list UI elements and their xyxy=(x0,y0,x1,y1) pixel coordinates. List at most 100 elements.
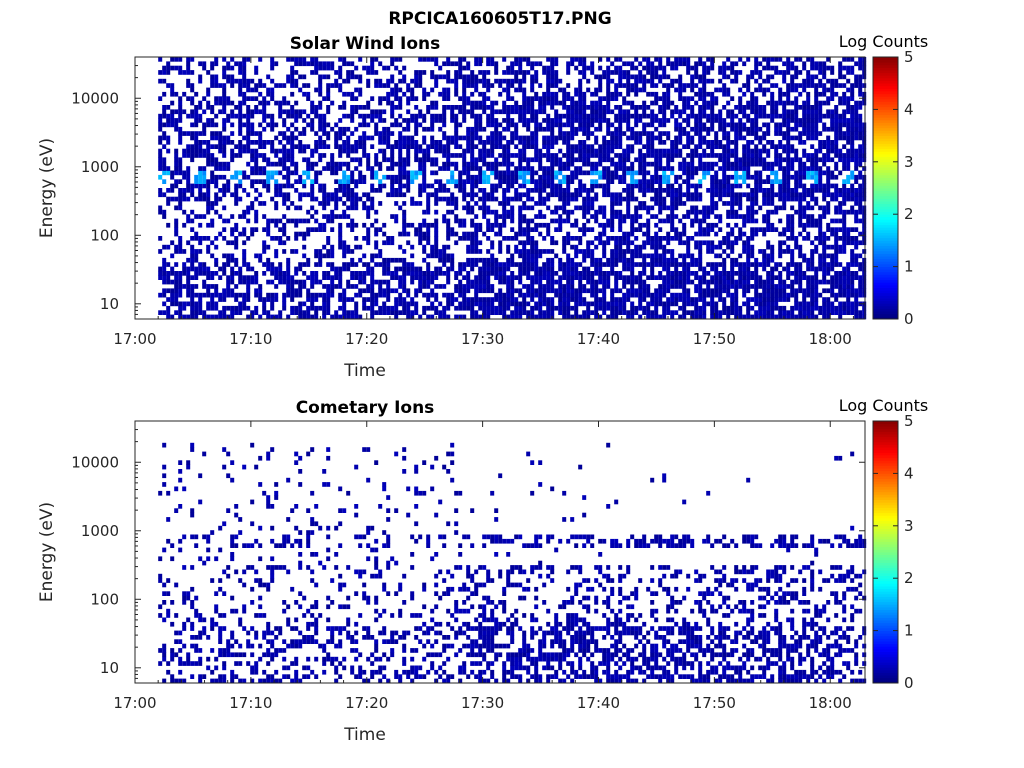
spectrogram-cell xyxy=(554,271,559,276)
spectrogram-cell xyxy=(334,188,339,193)
spectrogram-cell xyxy=(538,196,543,202)
spectrogram-cell xyxy=(494,257,499,263)
spectrogram-cell xyxy=(470,257,475,263)
spectrogram-cell xyxy=(570,297,575,302)
spectrogram-cell xyxy=(650,257,655,263)
spectrogram-cell xyxy=(282,100,287,106)
spectrogram-cell xyxy=(374,244,379,250)
spectrogram-cell xyxy=(674,57,679,62)
spectrogram-cell xyxy=(326,218,331,224)
spectrogram-cell xyxy=(554,135,559,141)
spectrogram-cell xyxy=(402,135,407,141)
spectrogram-cell xyxy=(406,170,411,176)
spectrogram-cell xyxy=(670,153,675,158)
spectrogram-cell xyxy=(394,105,399,110)
spectrogram-cell xyxy=(706,262,711,267)
spectrogram-cell xyxy=(378,288,383,294)
spectrogram-cell xyxy=(566,113,571,119)
spectrogram-cell xyxy=(630,257,635,263)
spectrogram-cell xyxy=(330,314,335,320)
spectrogram-cell xyxy=(210,118,215,123)
spectrogram-cell xyxy=(198,249,203,254)
spectrogram-cell xyxy=(698,244,703,250)
spectrogram-cell xyxy=(434,157,439,163)
spectrogram-cell xyxy=(630,135,635,141)
spectrogram-cell xyxy=(462,297,467,302)
spectrogram-cell xyxy=(246,209,251,215)
spectrogram-cell xyxy=(682,284,687,289)
spectrogram-cell xyxy=(466,109,471,115)
spectrogram-cell xyxy=(654,222,659,228)
spectrogram-cell xyxy=(726,292,731,298)
spectrogram-cell xyxy=(298,140,303,145)
spectrogram-cell xyxy=(522,57,527,62)
spectrogram-cell xyxy=(430,271,435,276)
spectrogram-cell xyxy=(714,301,719,307)
spectrogram-cell xyxy=(362,301,367,307)
spectrogram-cell xyxy=(178,314,183,320)
spectrogram-cell xyxy=(690,83,695,88)
spectrogram-cell xyxy=(178,196,183,202)
spectrogram-cell xyxy=(706,91,711,97)
spectrogram-cell xyxy=(554,227,559,232)
spectrogram-cell xyxy=(250,183,255,189)
spectrogram-cell xyxy=(690,157,695,163)
spectrogram-cell xyxy=(606,83,611,88)
spectrogram-cell xyxy=(274,218,279,224)
spectrogram-cell xyxy=(658,218,663,224)
spectrogram-cell xyxy=(358,144,363,149)
spectrogram-cell xyxy=(266,262,271,267)
spectrogram-cell xyxy=(274,161,279,167)
spectrogram-cell xyxy=(234,61,239,67)
spectrogram-cell xyxy=(298,262,303,267)
spectrogram-cell xyxy=(630,161,635,167)
spectrogram-cell xyxy=(542,109,547,115)
spectrogram-cell xyxy=(506,288,511,294)
spectrogram-cell xyxy=(550,166,555,171)
spectrogram-cell xyxy=(342,314,347,320)
spectrogram-cell xyxy=(666,297,671,302)
spectrogram-cell xyxy=(414,105,419,110)
spectrogram-cell xyxy=(614,161,619,167)
spectrogram-cell xyxy=(606,96,611,101)
spectrogram-cell xyxy=(246,279,251,285)
spectrogram-cell xyxy=(498,170,503,176)
spectrogram-cell xyxy=(582,57,587,62)
spectrogram-cell xyxy=(390,271,395,276)
spectrogram-cell xyxy=(698,118,703,123)
spectrogram-cell xyxy=(314,249,319,254)
spectrogram-cell xyxy=(634,113,639,119)
spectrogram-cell xyxy=(422,126,427,132)
spectrogram-cell xyxy=(554,218,559,224)
spectrogram-cell xyxy=(202,279,207,285)
spectrogram-cell xyxy=(174,310,179,315)
spectrogram-cell xyxy=(350,91,355,97)
spectrogram-cell xyxy=(550,310,555,315)
spectrogram-cell xyxy=(618,131,623,136)
spectrogram-cell xyxy=(226,74,231,80)
spectrogram-cell xyxy=(254,227,259,232)
spectrogram-cell xyxy=(166,65,171,71)
spectrogram-cell xyxy=(358,157,363,163)
spectrogram-cell xyxy=(218,135,223,141)
spectrogram-cell xyxy=(554,61,559,67)
spectrogram-cell xyxy=(326,122,331,128)
spectrogram-cell xyxy=(350,144,355,149)
spectrogram-cell xyxy=(522,201,527,206)
spectrogram-cell xyxy=(602,157,607,163)
spectrogram-cell xyxy=(222,105,227,110)
spectrogram-cell xyxy=(610,301,615,307)
spectrogram-cell xyxy=(678,131,683,136)
spectrogram-cell xyxy=(454,91,459,97)
spectrogram-cell xyxy=(246,78,251,84)
spectrogram-cell xyxy=(674,271,679,276)
spectrogram-cell xyxy=(618,126,623,132)
spectrogram-cell xyxy=(406,109,411,115)
spectrogram-cell xyxy=(430,122,435,128)
spectrogram-cell xyxy=(474,284,479,289)
spectrogram-cell xyxy=(598,57,603,62)
spectrogram-cell xyxy=(726,214,731,219)
spectrogram-cell xyxy=(250,205,255,211)
spectrogram-cell xyxy=(230,153,235,158)
spectrogram-cell xyxy=(562,209,567,215)
